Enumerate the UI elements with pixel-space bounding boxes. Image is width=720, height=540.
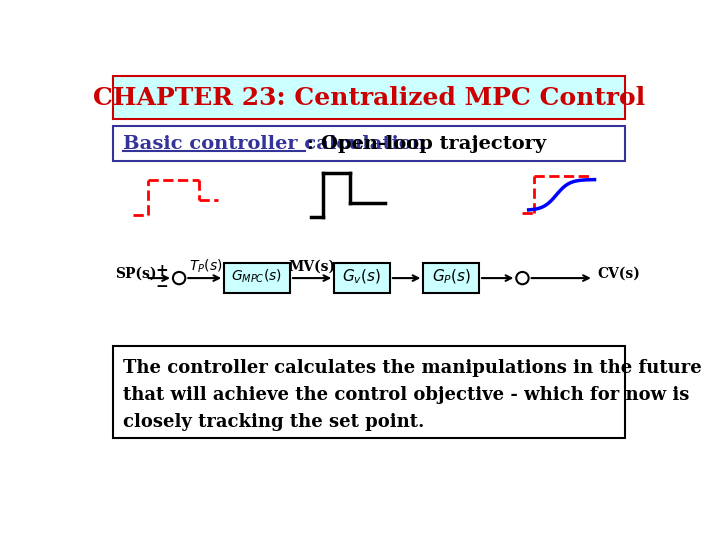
- FancyBboxPatch shape: [224, 264, 290, 293]
- FancyBboxPatch shape: [113, 126, 625, 161]
- FancyBboxPatch shape: [113, 76, 625, 119]
- Text: −: −: [156, 279, 168, 294]
- FancyBboxPatch shape: [113, 346, 625, 438]
- Text: MV(s): MV(s): [289, 260, 336, 274]
- Text: $T_P(s)$: $T_P(s)$: [189, 258, 223, 275]
- Text: SP(s): SP(s): [114, 266, 156, 280]
- Text: Basic controller calculation: Basic controller calculation: [122, 135, 426, 153]
- Text: CHAPTER 23: Centralized MPC Control: CHAPTER 23: Centralized MPC Control: [93, 86, 645, 110]
- FancyBboxPatch shape: [423, 264, 479, 293]
- Text: $G_v(s)$: $G_v(s)$: [343, 267, 382, 286]
- Text: : Open-loop trajectory: : Open-loop trajectory: [307, 135, 546, 153]
- Text: The controller calculates the manipulations in the future
that will achieve the : The controller calculates the manipulati…: [122, 359, 701, 431]
- Text: $G_P(s)$: $G_P(s)$: [431, 267, 471, 286]
- Text: +: +: [156, 263, 168, 278]
- FancyBboxPatch shape: [334, 264, 390, 293]
- Text: $G_{MPC}(s)$: $G_{MPC}(s)$: [231, 268, 282, 285]
- Text: CV(s): CV(s): [598, 266, 641, 280]
